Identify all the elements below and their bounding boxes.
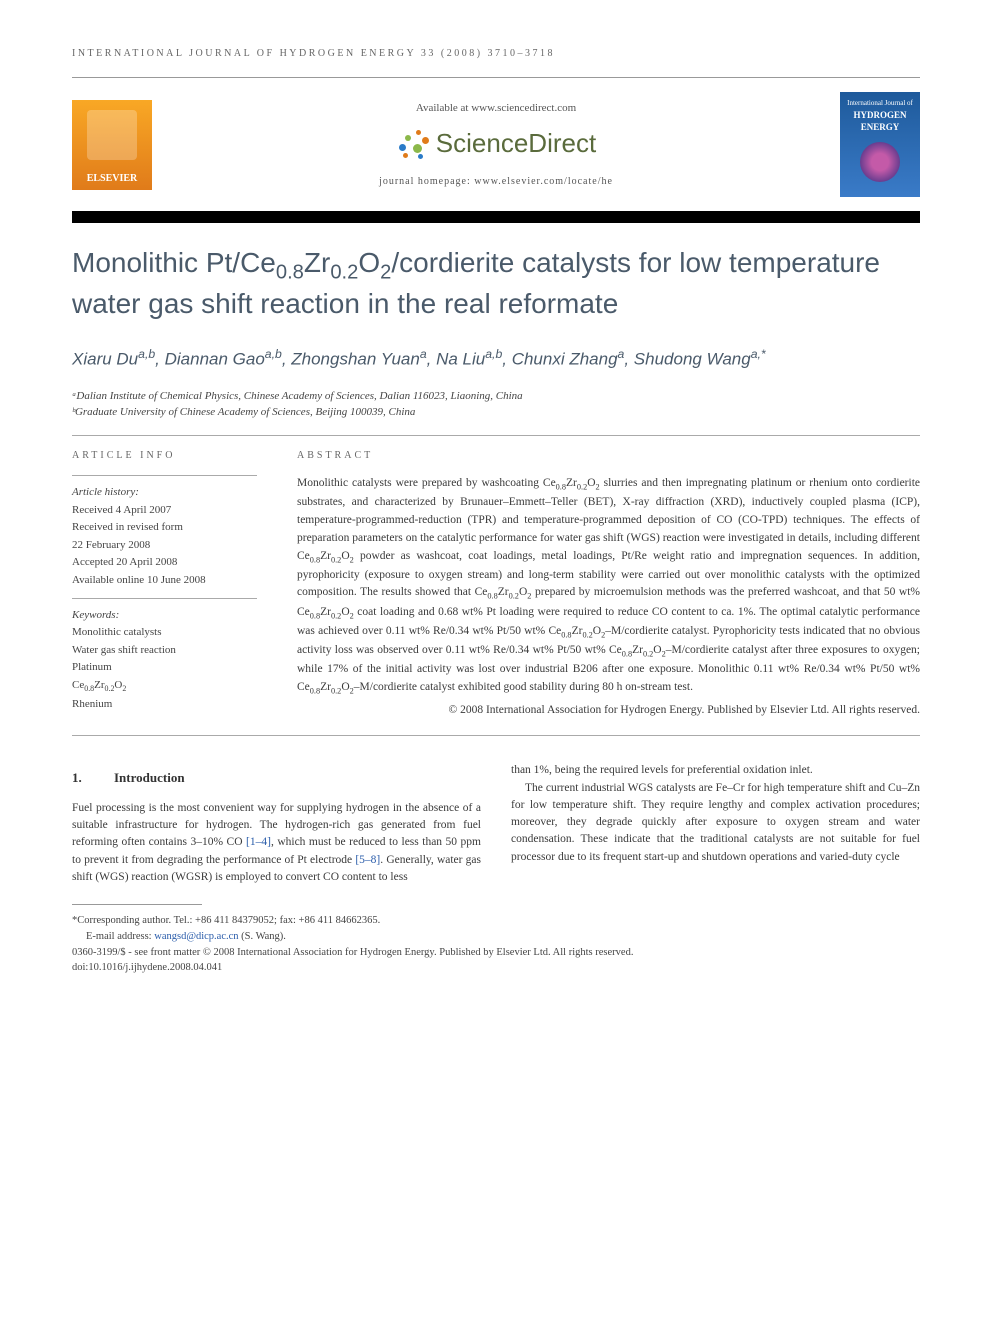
email-line: E-mail address: wangsd@dicp.ac.cn (S. Wa… bbox=[72, 929, 920, 945]
elsevier-logo: ELSEVIER bbox=[72, 100, 152, 190]
email-label: E-mail address: bbox=[86, 931, 154, 942]
body-para-1: Fuel processing is the most convenient w… bbox=[72, 800, 481, 886]
article-title: Monolithic Pt/Ce0.8Zr0.2O2/cordierite ca… bbox=[72, 245, 920, 321]
front-matter-line: 0360-3199/$ - see front matter © 2008 In… bbox=[72, 945, 920, 961]
section-title: Introduction bbox=[114, 770, 185, 785]
body-col-right: than 1%, being the required levels for p… bbox=[511, 762, 920, 886]
history-block: Article history: Received 4 April 2007Re… bbox=[72, 475, 257, 599]
history-line: Accepted 20 April 2008 bbox=[72, 554, 257, 572]
authors-line: Xiaru Dua,b, Diannan Gaoa,b, Zhongshan Y… bbox=[72, 345, 920, 372]
article-info-column: ARTICLE INFO Article history: Received 4… bbox=[72, 450, 257, 721]
keyword-line: Rhenium bbox=[72, 696, 257, 714]
cover-graphic-icon bbox=[860, 142, 900, 182]
copyright-line: © 2008 International Association for Hyd… bbox=[297, 702, 920, 719]
sd-dots-icon bbox=[396, 126, 430, 160]
affiliations: ᵃDalian Institute of Chemical Physics, C… bbox=[72, 388, 920, 421]
history-line: Received in revised form bbox=[72, 519, 257, 537]
abstract-label: ABSTRACT bbox=[297, 450, 920, 461]
history-line: Received 4 April 2007 bbox=[72, 502, 257, 520]
keywords-block: Keywords: Monolithic catalystsWater gas … bbox=[72, 599, 257, 722]
keyword-line: Monolithic catalysts bbox=[72, 624, 257, 642]
keyword-line: Platinum bbox=[72, 659, 257, 677]
black-divider-bar bbox=[72, 211, 920, 223]
body-col-left: 1.Introduction Fuel processing is the mo… bbox=[72, 762, 481, 886]
body-para-2: than 1%, being the required levels for p… bbox=[511, 762, 920, 779]
history-line: 22 February 2008 bbox=[72, 537, 257, 555]
keywords-head: Keywords: bbox=[72, 607, 257, 625]
sciencedirect-text: ScienceDirect bbox=[436, 128, 596, 159]
divider bbox=[72, 735, 920, 736]
section-1-heading: 1.Introduction bbox=[72, 768, 481, 788]
article-info-label: ARTICLE INFO bbox=[72, 450, 257, 461]
abstract-column: ABSTRACT Monolithic catalysts were prepa… bbox=[297, 450, 920, 721]
sciencedirect-logo: ScienceDirect bbox=[166, 126, 826, 160]
doi-line: doi:10.1016/j.ijhydene.2008.04.041 bbox=[72, 960, 920, 976]
email-address: wangsd@dicp.ac.cn bbox=[154, 931, 238, 942]
email-tail: (S. Wang). bbox=[239, 931, 286, 942]
affiliation-line: ᵃDalian Institute of Chemical Physics, C… bbox=[72, 388, 920, 405]
affiliation-line: ᵇGraduate University of Chinese Academy … bbox=[72, 404, 920, 421]
footnote-divider bbox=[72, 904, 202, 905]
history-line: Available online 10 June 2008 bbox=[72, 572, 257, 590]
branding-row: ELSEVIER Available at www.sciencedirect.… bbox=[72, 77, 920, 211]
cover-main-1: HYDROGEN bbox=[853, 110, 906, 120]
meta-row: ARTICLE INFO Article history: Received 4… bbox=[72, 450, 920, 721]
elsevier-label: ELSEVIER bbox=[87, 173, 138, 184]
cover-main-2: ENERGY bbox=[861, 122, 900, 132]
keyword-line: Water gas shift reaction bbox=[72, 642, 257, 660]
body-columns: 1.Introduction Fuel processing is the mo… bbox=[72, 762, 920, 886]
history-head: Article history: bbox=[72, 484, 257, 502]
corresponding-author: *Corresponding author. Tel.: +86 411 843… bbox=[72, 913, 920, 929]
journal-cover: International Journal of HYDROGEN ENERGY bbox=[840, 92, 920, 197]
body-para-3: The current industrial WGS catalysts are… bbox=[511, 780, 920, 866]
center-branding: Available at www.sciencedirect.com Scien… bbox=[152, 102, 840, 187]
divider bbox=[72, 435, 920, 436]
footnotes: *Corresponding author. Tel.: +86 411 843… bbox=[72, 913, 920, 976]
available-text: Available at www.sciencedirect.com bbox=[166, 102, 826, 114]
homepage-text: journal homepage: www.elsevier.com/locat… bbox=[166, 176, 826, 187]
abstract-text: Monolithic catalysts were prepared by wa… bbox=[297, 475, 920, 698]
section-num: 1. bbox=[72, 768, 114, 788]
journal-header-line: INTERNATIONAL JOURNAL OF HYDROGEN ENERGY… bbox=[72, 48, 920, 59]
keyword-line: Ce0.8Zr0.2O2 bbox=[72, 677, 257, 696]
cover-small-text: International Journal of bbox=[847, 100, 913, 108]
